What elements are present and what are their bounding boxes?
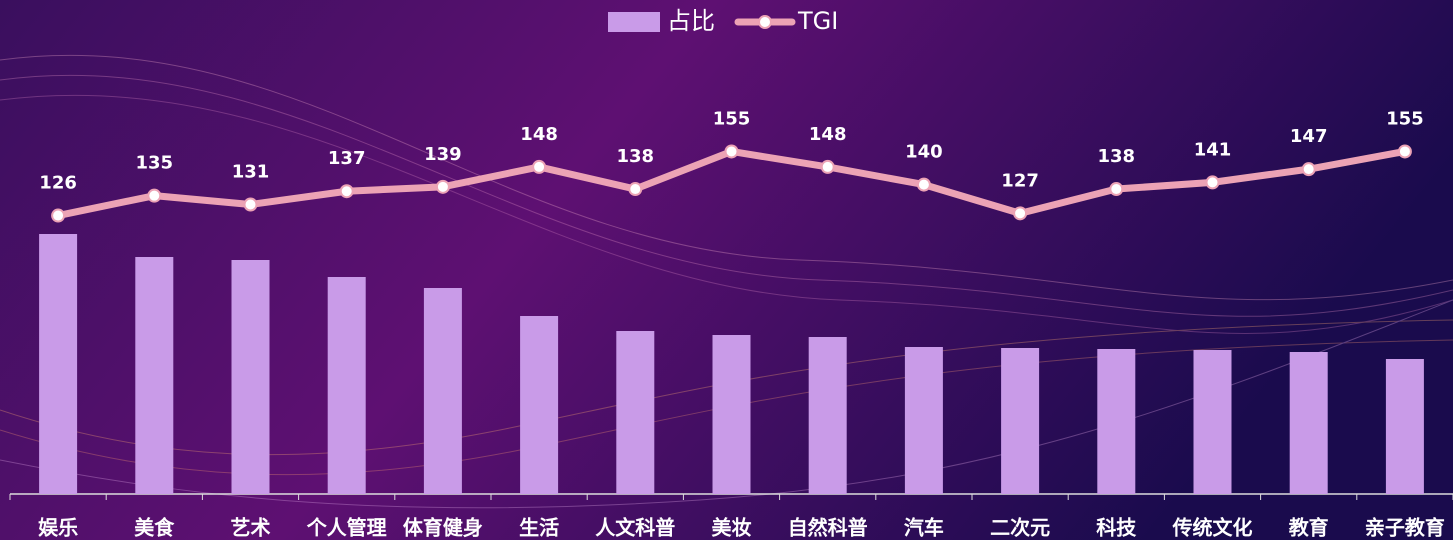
x-tick-label: 汽车 [904,516,944,540]
line-marker [52,210,64,222]
data-label: 127 [1001,170,1039,191]
data-label: 155 [1386,108,1424,129]
bar [135,257,173,494]
line-marker [1014,207,1026,219]
x-tick-label: 人文科普 [595,516,675,540]
data-label: 135 [136,153,174,174]
bar [1290,352,1328,494]
data-label: 148 [809,124,847,145]
data-label: 148 [520,124,558,145]
line-marker [148,190,160,202]
bar [1386,359,1424,494]
x-tick-label: 自然科普 [788,516,868,540]
bar [809,337,847,494]
x-tick-label: 体育健身 [403,516,483,540]
legend-label: 占比 [667,7,715,35]
bar [713,335,751,494]
legend-label: TGI [797,7,838,35]
line-marker [918,179,930,191]
legend-marker [759,16,771,28]
line-marker [245,198,257,210]
data-label: 140 [905,142,943,163]
line-marker [629,183,641,195]
bar [905,347,943,494]
line-marker [437,181,449,193]
data-label: 139 [424,144,462,165]
x-tick-label: 二次元 [990,516,1050,540]
line-marker [726,145,738,157]
line-marker [1303,163,1315,175]
bar [328,277,366,494]
bar [616,331,654,494]
data-label: 137 [328,148,366,169]
x-tick-label: 科技 [1096,516,1137,540]
x-tick-label: 美食 [134,516,175,540]
data-label: 138 [617,146,655,167]
bar [232,260,270,494]
data-label: 155 [713,108,751,129]
line-marker [533,161,545,173]
line-marker [341,185,353,197]
chart: 占比 TGI 126 135 131 137 139 148 138 155 148 140 127… [0,0,1453,540]
data-label: 131 [232,161,270,182]
bar [39,234,77,494]
bar [424,288,462,494]
line-marker [1399,145,1411,157]
x-tick-label: 艺术 [231,516,271,540]
bar [1194,350,1232,494]
data-label: 141 [1194,139,1232,160]
line-marker [1110,183,1122,195]
bar [1097,349,1135,494]
x-tick-label: 教育 [1289,516,1329,540]
data-label: 147 [1290,126,1328,147]
legend-swatch [608,12,660,32]
x-tick-label: 个人管理 [306,516,387,540]
x-tick-label: 美妆 [712,516,752,540]
x-tick-label: 传统文化 [1172,516,1253,540]
x-tick-label: 娱乐 [38,516,78,540]
line-marker [1207,176,1219,188]
bar [520,316,558,494]
x-tick-label: 亲子教育 [1365,516,1445,540]
bar [1001,348,1039,494]
data-label: 126 [39,173,77,194]
x-tick-label: 生活 [519,516,559,540]
data-label: 138 [1098,146,1136,167]
line-marker [822,161,834,173]
